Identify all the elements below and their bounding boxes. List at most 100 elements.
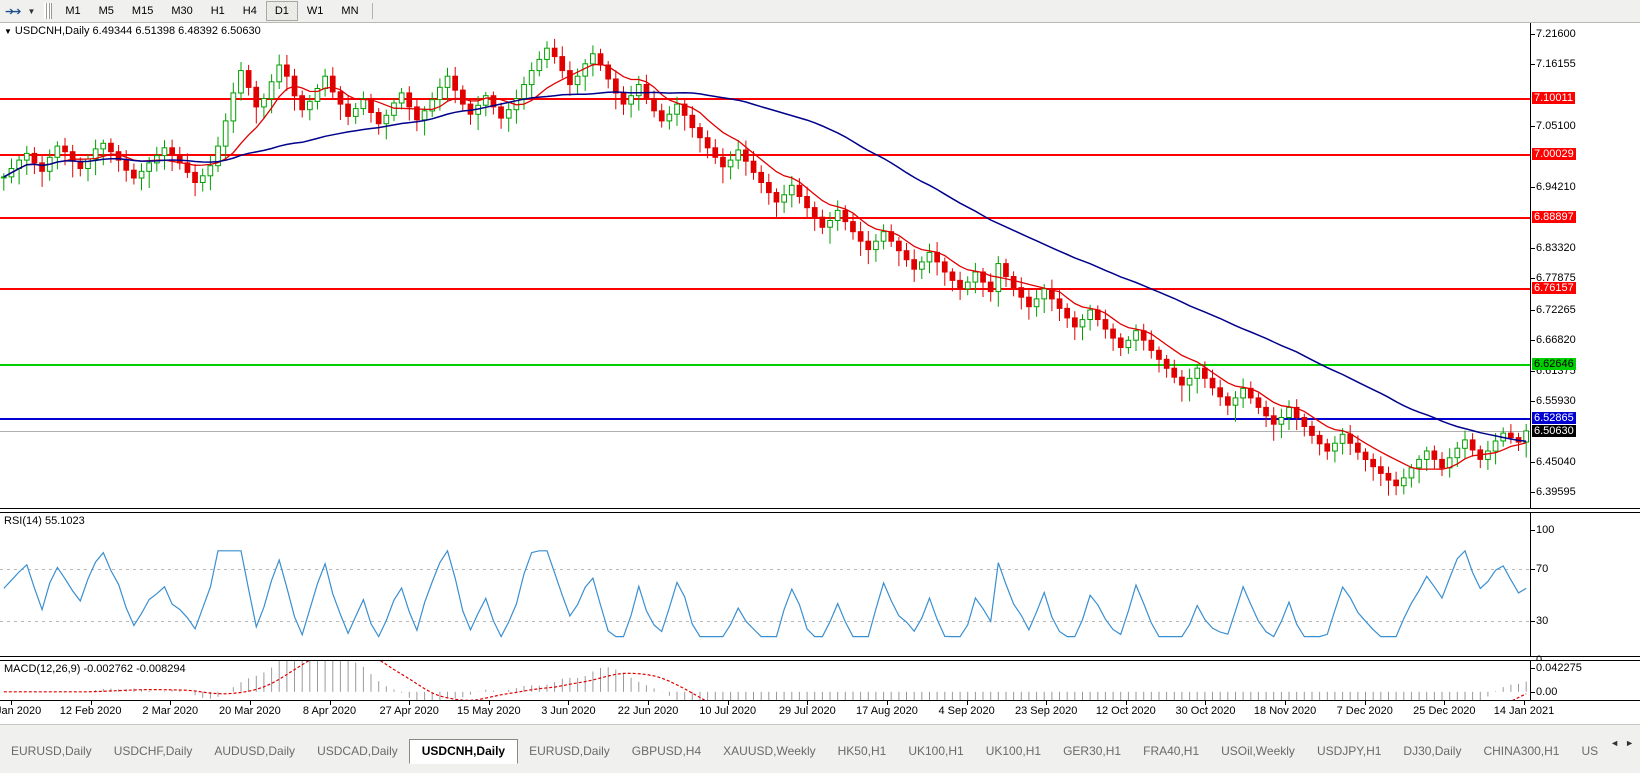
time-tick (90, 701, 92, 705)
rsi-tick: 70 (1530, 563, 1549, 575)
chart-tab-usdchf-daily[interactable]: USDCHF,Daily (113, 743, 193, 758)
time-axis[interactable]: 24 Jan 2020 12 Feb 2020 2 Mar 2020 20 Mar 2… (0, 700, 1640, 724)
chart-tab-uk100-h1[interactable]: UK100,H1 (908, 743, 964, 758)
time-tick (1444, 701, 1446, 705)
timeframe-m15[interactable]: M15 (131, 5, 154, 17)
time-tick (488, 701, 490, 705)
chart-tab-audusd-daily[interactable]: AUDUSD,Daily (214, 743, 296, 758)
time-tick (170, 701, 172, 705)
level-label-7.00029[interactable]: 7.00029 (1532, 148, 1576, 161)
chart-tab-eurusd-daily[interactable]: EURUSD,Daily (529, 743, 610, 758)
time-label: 29 Jul 2020 (778, 705, 836, 717)
chevron-down-icon[interactable]: ▼ (27, 6, 36, 16)
chart-area[interactable]: ▼ USDCNH,Daily 6.49344 6.51398 6.48392 6.… (0, 23, 1640, 725)
scroll-right-icon[interactable]: ► (1625, 738, 1634, 748)
chart-tab-usoil-weekly[interactable]: USOil,Weekly (1221, 743, 1295, 758)
timeframe-m5[interactable]: M5 (98, 5, 114, 17)
time-label: 18 Nov 2020 (1253, 705, 1317, 717)
level-line-6.50630[interactable] (0, 430, 1530, 432)
price-tick: 7.16155 (1531, 58, 1576, 71)
time-tick (1205, 701, 1207, 705)
time-label: 4 Sep 2020 (938, 705, 995, 717)
price-tick: 6.83320 (1531, 241, 1576, 254)
time-tick (11, 701, 12, 705)
macd-tick: 0.042275 (1531, 662, 1582, 674)
price-legend-text: USDCNH,Daily 6.49344 6.51398 6.48392 6.5… (14, 25, 261, 37)
rsi-plot[interactable] (0, 513, 1530, 656)
price-tick: 6.94210 (1531, 180, 1576, 193)
price-tick: 7.21600 (1531, 27, 1576, 40)
rsi-scale[interactable]: 10070300 (1530, 513, 1640, 666)
time-tick (1524, 701, 1525, 705)
timeframe-m30[interactable]: M30 (171, 5, 193, 17)
chart-tabs-bar[interactable]: EURUSD,Daily USDCHF,Daily AUDUSD,Daily USDC… (0, 724, 1640, 773)
timeframe-m1[interactable]: M1 (65, 5, 81, 17)
chart-tab-eurusd-daily[interactable]: EURUSD,Daily (11, 743, 92, 758)
level-label-6.52865[interactable]: 6.52865 (1532, 412, 1576, 425)
chart-tab-us[interactable]: US (1581, 743, 1599, 758)
price-tick: 6.66820 (1531, 334, 1576, 347)
level-label-6.88897[interactable]: 6.88897 (1532, 210, 1576, 223)
grip-handle-icon[interactable] (44, 3, 53, 19)
time-label: 12 Feb 2020 (59, 705, 122, 717)
chart-tab-dj30-daily[interactable]: DJ30,Daily (1403, 743, 1462, 758)
level-label-7.10011[interactable]: 7.10011 (1532, 92, 1575, 105)
time-tick (807, 701, 809, 705)
price-pane[interactable]: ▼ USDCNH,Daily 6.49344 6.51398 6.48392 6.… (0, 23, 1640, 509)
scroll-left-icon[interactable]: ◄ (1610, 738, 1620, 748)
time-label: 30 Oct 2020 (1175, 705, 1236, 717)
timeframe-buttons: M1 M5 M15 M30 H1 H4 D1 W1 MN (56, 1, 367, 21)
time-label: 8 Apr 2020 (302, 705, 357, 717)
rsi-tick: 100 (1530, 524, 1555, 536)
chart-tab-xauusd-weekly[interactable]: XAUUSD,Weekly (723, 743, 816, 758)
tab-nav[interactable]: ◄ ► (1604, 738, 1640, 748)
timeframe-toolbar: ➔➔ ▼ M1 M5 M15 M30 H1 H4 D1 W1 MN (0, 0, 1640, 23)
chart-tab-gbpusd-h4[interactable]: GBPUSD,H4 (631, 743, 702, 758)
chart-tab-usdcad-daily[interactable]: USDCAD,Daily (317, 743, 398, 758)
time-label: 7 Dec 2020 (1336, 705, 1393, 717)
rsi-line (0, 513, 1530, 656)
timeframe-d1[interactable]: D1 (265, 1, 298, 21)
price-scale[interactable]: 7.21600 7.16155 7.05100 6.94210 6.83320 6.778… (1530, 23, 1640, 508)
timeframe-w1[interactable]: W1 (306, 5, 324, 17)
price-tick: 6.45040 (1531, 456, 1576, 468)
time-tick (249, 701, 251, 705)
chart-tabs[interactable]: EURUSD,Daily USDCHF,Daily AUDUSD,Daily USDC… (0, 738, 1604, 764)
timeframe-h1[interactable]: H1 (210, 5, 225, 17)
price-plot[interactable] (0, 23, 1530, 508)
time-label: 20 Mar 2020 (219, 705, 281, 717)
collapse-icon[interactable]: ▼ (4, 27, 12, 36)
chart-tab-hk50-h1[interactable]: HK50,H1 (837, 743, 887, 758)
time-label: 17 Aug 2020 (856, 705, 918, 717)
cursor-arrows-icon[interactable]: ➔➔ (5, 5, 21, 18)
level-line-7.00029[interactable] (0, 154, 1530, 157)
rsi-band-30 (0, 621, 1530, 622)
time-label: 3 Jun 2020 (541, 705, 596, 717)
level-label-6.62646[interactable]: 6.62646 (1532, 357, 1576, 370)
level-line-6.62646[interactable] (0, 363, 1530, 366)
level-line-7.10011[interactable] (0, 98, 1530, 101)
chart-tab-usdcnh-daily[interactable]: USDCNH,Daily (408, 738, 519, 764)
rsi-pane[interactable]: RSI(14) 55.1023 10070300 (0, 512, 1640, 666)
timeframe-mn[interactable]: MN (341, 5, 359, 17)
time-tick (727, 701, 729, 705)
level-label-6.50630[interactable]: 6.50630 (1532, 424, 1576, 437)
chart-tab-uk100-h1[interactable]: UK100,H1 (985, 743, 1042, 758)
level-line-6.76157[interactable] (0, 287, 1530, 290)
chart-tab-china300-h1[interactable]: CHINA300,H1 (1483, 743, 1560, 758)
level-label-6.76157[interactable]: 6.76157 (1532, 281, 1576, 294)
time-tick (1364, 701, 1366, 705)
chart-tab-ger30-h1[interactable]: GER30,H1 (1063, 743, 1122, 758)
time-label: 23 Sep 2020 (1015, 705, 1078, 717)
time-label: 14 Jan 2021 (1493, 705, 1555, 717)
price-tick: 6.72265 (1531, 303, 1576, 316)
price-tick: 7.05100 (1531, 119, 1576, 132)
level-line-6.88897[interactable] (0, 216, 1530, 219)
level-line-6.52865[interactable] (0, 418, 1530, 421)
timeframe-h4[interactable]: H4 (242, 5, 257, 17)
time-tick (1285, 701, 1287, 705)
price-tick: 6.77875 (1531, 272, 1576, 285)
rsi-legend: RSI(14) 55.1023 (4, 515, 85, 527)
chart-tab-fra40-h1[interactable]: FRA40,H1 (1143, 743, 1200, 758)
chart-tab-usdjpy-h1[interactable]: USDJPY,H1 (1316, 743, 1382, 758)
